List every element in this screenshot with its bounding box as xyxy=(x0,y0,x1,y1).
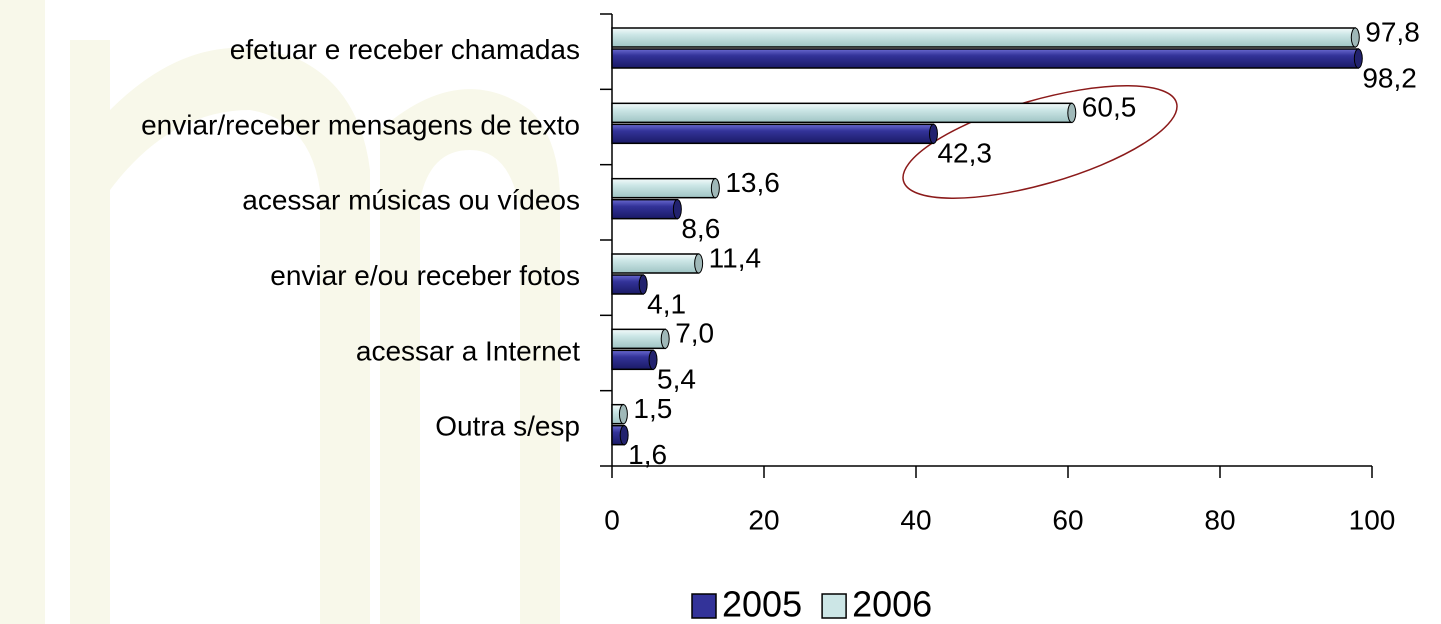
background-decoration xyxy=(0,0,560,624)
bar-cap xyxy=(648,349,658,370)
bar xyxy=(611,349,654,371)
bar-cap xyxy=(672,199,682,220)
category-label: enviar/receber mensagens de texto xyxy=(141,109,580,140)
bar-cap xyxy=(1067,102,1077,123)
bar xyxy=(611,48,1360,69)
value-label: 97,8 xyxy=(1365,16,1420,47)
bar xyxy=(611,274,644,295)
legend-swatch xyxy=(821,593,847,619)
bar-cap xyxy=(710,178,720,199)
value-label: 4,1 xyxy=(647,288,686,319)
value-label: 1,6 xyxy=(628,439,667,470)
bar-cap xyxy=(638,274,648,295)
value-label: 7,0 xyxy=(675,318,714,349)
bar-cap xyxy=(619,425,629,446)
bar-cap xyxy=(694,253,704,274)
highlight-ellipse xyxy=(902,85,1178,199)
bar xyxy=(611,27,1357,48)
x-tick-label: 20 xyxy=(748,504,779,535)
bar-cap xyxy=(928,123,938,144)
legend-swatch xyxy=(691,593,717,619)
x-tick-label: 60 xyxy=(1052,504,1083,535)
value-label: 60,5 xyxy=(1082,92,1137,123)
bar xyxy=(611,253,700,274)
legend-label: 2006 xyxy=(852,584,932,624)
bar-cap xyxy=(660,328,670,349)
category-label: Outra s/esp xyxy=(435,411,580,442)
bar xyxy=(611,177,717,199)
bar xyxy=(611,102,1073,124)
category-label: enviar e/ou receber fotos xyxy=(270,260,580,291)
bar-cap xyxy=(1350,27,1360,48)
x-tick-label: 0 xyxy=(604,504,620,535)
bar xyxy=(611,123,935,145)
value-label: 1,5 xyxy=(633,393,672,424)
value-label: 13,6 xyxy=(725,167,780,198)
value-label: 42,3 xyxy=(937,138,992,169)
bar xyxy=(611,198,679,220)
x-tick-label: 100 xyxy=(1349,504,1396,535)
bar-cap xyxy=(618,404,628,425)
value-label: 11,4 xyxy=(709,242,761,273)
category-label: efetuar e receber chamadas xyxy=(230,34,580,65)
x-tick-label: 80 xyxy=(1204,504,1235,535)
value-label: 98,2 xyxy=(1362,62,1417,93)
category-label: acessar a Internet xyxy=(356,335,580,366)
bar-cap xyxy=(1353,48,1363,69)
legend-label: 2005 xyxy=(722,584,802,624)
bar xyxy=(611,328,666,350)
value-label: 5,4 xyxy=(657,364,696,395)
value-label: 8,6 xyxy=(681,213,720,244)
category-label: acessar músicas ou vídeos xyxy=(242,185,580,216)
x-tick-label: 40 xyxy=(900,504,931,535)
